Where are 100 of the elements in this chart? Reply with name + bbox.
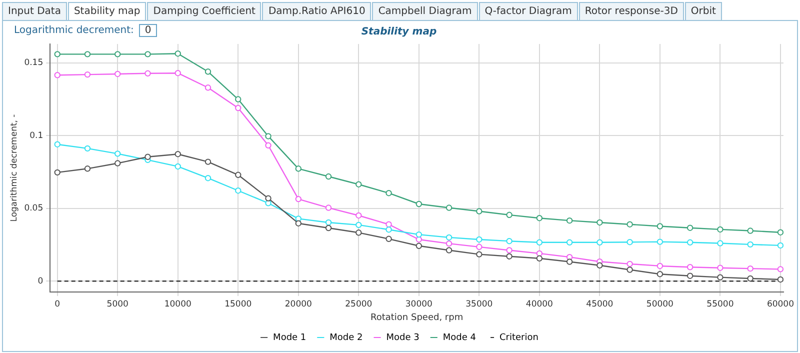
point: [596, 262, 603, 268]
point: [777, 229, 784, 236]
point: [114, 70, 121, 78]
point: [204, 175, 212, 182]
x-tick-label: 50000: [646, 299, 674, 310]
point: [84, 166, 91, 172]
point: [386, 236, 392, 242]
point: [596, 239, 603, 246]
point: [777, 276, 784, 283]
point: [114, 51, 121, 58]
text: Logarithmic decrement:: [14, 25, 134, 36]
point: [204, 158, 212, 165]
point: [446, 247, 452, 254]
x-tick-label: 60000: [766, 299, 794, 310]
point: [265, 133, 272, 140]
point: [204, 68, 212, 75]
point: [747, 228, 754, 234]
point: [265, 142, 272, 148]
point: [626, 266, 633, 273]
point: [235, 104, 242, 112]
point: [416, 242, 422, 249]
point: [717, 240, 724, 246]
point: [656, 271, 664, 278]
point: [416, 200, 422, 208]
point: [656, 238, 664, 245]
point: [717, 274, 724, 280]
text: Damping Coefficient: [147, 2, 262, 20]
point: [84, 71, 91, 78]
x-tick-label: 15000: [224, 299, 252, 310]
point: [325, 224, 332, 232]
point: [717, 226, 724, 233]
point: [54, 72, 60, 78]
point: [295, 196, 302, 202]
y-tick-label: 0.05: [24, 204, 44, 214]
point: [325, 204, 332, 211]
point: [84, 145, 91, 152]
point: [686, 272, 694, 279]
point: [144, 51, 151, 58]
x-tick-label: 0: [54, 299, 60, 310]
point: [84, 51, 91, 58]
point: [536, 215, 543, 222]
point: [777, 266, 784, 272]
point: [626, 260, 633, 268]
point: [686, 239, 694, 246]
text: 0: [138, 24, 158, 37]
point: [717, 264, 724, 271]
text: Q-factor Diagram: [478, 2, 578, 20]
point: [356, 181, 362, 188]
text: Orbit: [684, 2, 722, 20]
x-tick-label: 25000: [345, 299, 372, 310]
x-tick-label: 10000: [164, 299, 192, 310]
point: [295, 220, 302, 226]
text: Rotor response-3D: [578, 2, 684, 20]
point: [506, 247, 512, 254]
x-tick-label: 5000: [106, 299, 128, 310]
point: [174, 50, 181, 57]
point: [325, 219, 332, 226]
point: [356, 230, 362, 236]
point: [144, 154, 151, 160]
point: [325, 173, 332, 180]
point: [356, 212, 362, 219]
point: [686, 264, 694, 270]
point: [386, 190, 392, 196]
point: [536, 250, 543, 257]
point: [54, 141, 60, 148]
point: [386, 226, 392, 233]
text: Input Data: [2, 2, 67, 20]
x-tick-label: 30000: [405, 299, 432, 310]
point: [476, 244, 482, 250]
x-axis-title: Rotation Speed, rpm: [370, 312, 464, 323]
x-tick-label: 20000: [284, 299, 312, 310]
point: [416, 236, 422, 243]
point: [596, 219, 603, 226]
point: [446, 234, 452, 241]
point: [386, 221, 392, 228]
text: Stability map: [68, 2, 146, 20]
point: [476, 251, 482, 258]
legend-label: Mode 2: [330, 332, 363, 343]
y-tick-label: 0: [38, 276, 44, 286]
point: [144, 70, 151, 76]
point: [54, 169, 60, 176]
y-tick-label: 0.1: [30, 130, 44, 141]
point: [777, 242, 784, 249]
point: [204, 84, 212, 91]
point: [747, 265, 754, 272]
legend-label: Mode 1: [273, 332, 306, 343]
point: [174, 70, 181, 76]
legend-label: Mode 4: [442, 332, 476, 343]
point: [174, 163, 181, 170]
point: [747, 275, 754, 282]
point: [476, 236, 482, 243]
chart-title: Stability map: [361, 26, 437, 38]
y-axis-title: Logarithmic decrement, -: [9, 114, 20, 222]
point: [476, 208, 482, 214]
point: [356, 222, 362, 228]
point: [566, 239, 573, 246]
point: [235, 188, 242, 194]
point: [114, 160, 121, 166]
point: [235, 172, 242, 178]
x-tick-label: 40000: [526, 299, 553, 310]
